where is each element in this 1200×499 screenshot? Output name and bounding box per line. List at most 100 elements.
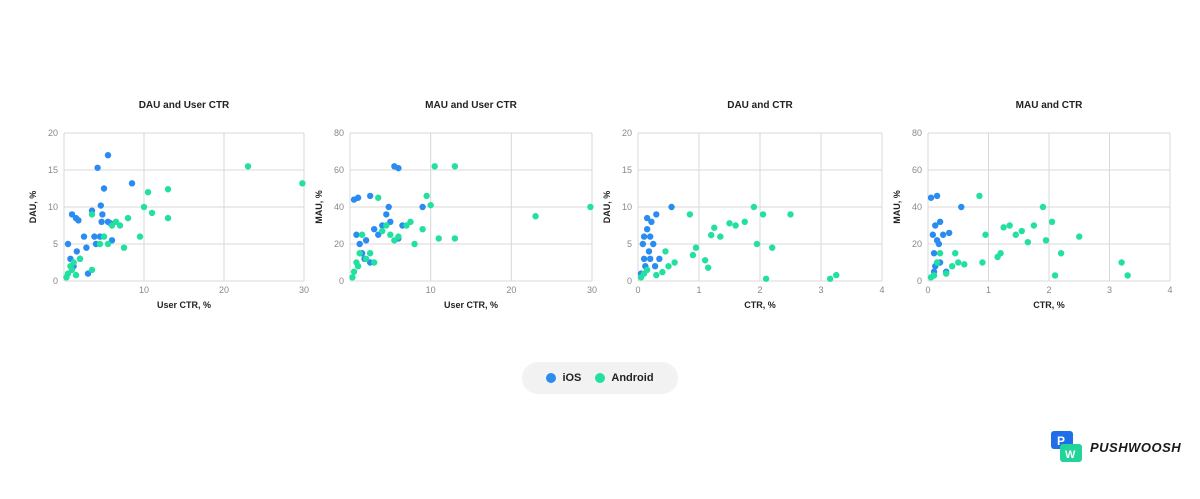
data-point-android: [982, 231, 989, 238]
data-point-android: [1057, 250, 1065, 257]
data-point-android: [671, 259, 678, 266]
data-point-android: [451, 163, 459, 170]
data-point-android: [753, 240, 761, 248]
data-point-android: [689, 251, 697, 259]
chart-4: 0 20 40 60 80 0 1 2 3 4 MAU and CTR CTR, % MAU, %: [892, 100, 1173, 310]
data-point-android: [741, 218, 748, 225]
data-point-ios: [939, 231, 947, 238]
data-point-ios: [656, 255, 663, 262]
data-point-android: [100, 233, 108, 240]
legend-ios-dot-icon: [546, 373, 557, 383]
data-point-android: [762, 275, 770, 282]
data-point-android: [164, 186, 172, 193]
data-point-android: [427, 201, 434, 209]
y-tick-label: 15: [48, 165, 58, 175]
y-axis-label: DAU, %: [28, 191, 38, 224]
data-point-android: [955, 259, 962, 266]
data-point-android: [833, 271, 840, 279]
data-point-ios: [936, 218, 944, 225]
data-point-ios: [100, 185, 108, 192]
y-tick-label: 60: [334, 165, 344, 175]
data-point-ios: [647, 255, 654, 262]
data-point-ios: [64, 240, 72, 248]
data-point-ios: [651, 263, 659, 270]
data-point-android: [349, 274, 356, 281]
data-point-android: [949, 263, 956, 270]
x-axis-label: CTR, %: [1033, 300, 1065, 310]
data-point-android: [435, 235, 442, 242]
data-point-android: [387, 231, 394, 238]
legend-ios-label: iOS: [562, 372, 582, 384]
data-point-android: [356, 250, 363, 257]
y-axis-label: DAU, %: [602, 191, 612, 224]
data-point-android: [411, 240, 418, 248]
data-point-ios: [80, 233, 88, 240]
data-point-ios: [371, 226, 378, 233]
y-tick-label: 0: [627, 276, 632, 286]
y-tick-label: 60: [912, 165, 922, 175]
data-point-android: [952, 250, 959, 257]
x-axis-label: User CTR, %: [444, 300, 498, 310]
y-tick-label: 0: [339, 276, 344, 286]
data-point-android: [70, 259, 77, 266]
legend-android-dot-icon: [595, 373, 606, 383]
data-point-ios: [645, 248, 653, 255]
data-point-ios: [932, 222, 939, 229]
data-point-android: [395, 233, 402, 240]
data-point-android: [1018, 227, 1025, 235]
data-point-ios: [362, 237, 370, 244]
data-point-android: [1039, 203, 1047, 211]
data-point-android: [164, 214, 172, 222]
y-tick-label: 20: [48, 128, 58, 138]
x-tick-label: 1: [986, 285, 991, 295]
legend-android-label: Android: [611, 372, 654, 384]
data-point-android: [371, 259, 378, 266]
data-point-android: [1024, 238, 1032, 246]
data-point-ios: [75, 217, 82, 224]
data-point-android: [659, 268, 666, 276]
x-axis-label: CTR, %: [744, 300, 776, 310]
data-point-android: [299, 180, 306, 187]
data-point-android: [686, 211, 694, 218]
data-point-android: [136, 233, 144, 240]
brand-logo: P W PUSHWOOSH: [1050, 430, 1181, 464]
data-point-ios: [933, 192, 941, 200]
legend: iOS Android: [522, 362, 678, 394]
data-point-ios: [353, 231, 360, 238]
data-point-ios: [385, 203, 392, 211]
data-point-android: [1012, 231, 1019, 238]
data-point-android: [1076, 233, 1083, 240]
x-axis-label: User CTR, %: [157, 300, 211, 310]
data-point-android: [88, 266, 96, 274]
data-point-android: [1030, 222, 1038, 229]
data-point-android: [532, 213, 539, 220]
data-point-android: [140, 203, 148, 211]
data-point-android: [76, 255, 84, 262]
data-point-android: [787, 211, 794, 218]
y-tick-label: 15: [622, 165, 632, 175]
data-point-android: [704, 264, 712, 271]
data-point-android: [72, 271, 80, 279]
data-point-android: [403, 222, 410, 229]
y-tick-label: 80: [912, 128, 922, 138]
data-point-android: [350, 268, 358, 275]
data-point-android: [1000, 224, 1007, 231]
legend-item-android: Android: [595, 372, 654, 384]
data-point-ios: [930, 250, 938, 257]
data-point-android: [692, 244, 700, 251]
data-point-android: [124, 214, 132, 222]
chart-title: MAU and CTR: [1016, 100, 1083, 111]
y-tick-label: 0: [53, 276, 58, 286]
data-point-android: [383, 222, 390, 229]
x-tick-label: 0: [635, 285, 640, 295]
x-tick-label: 4: [1167, 285, 1172, 295]
data-point-ios: [958, 203, 965, 211]
data-point-android: [120, 244, 128, 251]
data-point-android: [362, 255, 370, 262]
data-point-android: [769, 244, 776, 251]
data-point-android: [116, 222, 124, 229]
data-point-ios: [668, 203, 675, 211]
data-point-ios: [640, 233, 648, 240]
y-tick-label: 40: [334, 202, 344, 212]
